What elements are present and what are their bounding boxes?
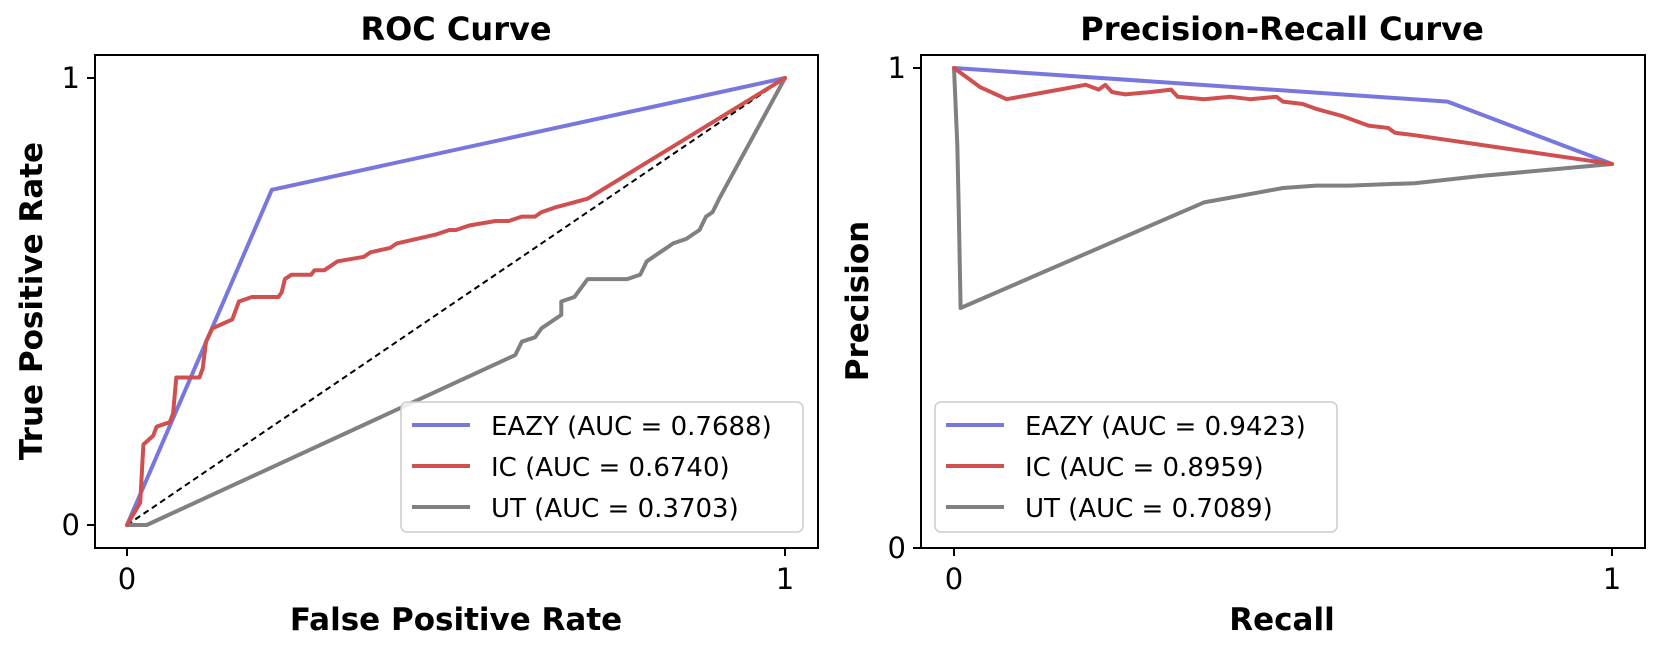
roc-x-tick-0: 0 bbox=[118, 562, 136, 596]
pr-x-tick-1: 1 bbox=[1603, 562, 1621, 596]
pr-y-tick-1: 1 bbox=[888, 51, 906, 85]
roc-plot-area bbox=[125, 76, 787, 527]
roc-x-ticks: 0 1 bbox=[118, 548, 794, 596]
pr-legend-label-eazy: EAZY (AUC = 0.9423) bbox=[1025, 412, 1306, 442]
roc-panel: ROC Curve 0 1 0 1 False Positive Rate Tr… bbox=[14, 10, 819, 638]
pr-x-ticks: 0 1 bbox=[945, 548, 1621, 596]
pr-plot-area bbox=[952, 66, 1614, 310]
roc-y-tick-1: 1 bbox=[62, 61, 80, 95]
pr-axes-frame bbox=[920, 54, 1646, 549]
pr-series-ic bbox=[952, 66, 1614, 166]
roc-series-ic bbox=[125, 76, 787, 527]
pr-series-ut bbox=[952, 66, 1614, 310]
roc-x-tick-1: 1 bbox=[776, 562, 794, 596]
pr-y-ticks: 0 1 bbox=[888, 51, 921, 565]
roc-axes-frame bbox=[94, 54, 819, 549]
roc-legend: EAZY (AUC = 0.7688) IC (AUC = 0.6740) UT… bbox=[400, 401, 804, 533]
pr-x-tick-0: 0 bbox=[945, 562, 963, 596]
roc-series-ut bbox=[125, 76, 787, 527]
roc-title: ROC Curve bbox=[360, 10, 551, 48]
roc-y-tick-0: 0 bbox=[62, 508, 80, 542]
pr-legend: EAZY (AUC = 0.9423) IC (AUC = 0.8959) UT… bbox=[934, 401, 1338, 533]
roc-series-eazy bbox=[125, 76, 787, 527]
roc-y-ticks: 0 1 bbox=[62, 61, 95, 542]
roc-legend-label-eazy: EAZY (AUC = 0.7688) bbox=[491, 412, 772, 442]
roc-legend-box bbox=[400, 401, 804, 533]
pr-series-eazy bbox=[952, 66, 1614, 166]
pr-panel: Precision-Recall Curve 0 1 0 1 Recall Pr… bbox=[840, 10, 1646, 638]
pr-title: Precision-Recall Curve bbox=[1080, 10, 1484, 48]
pr-legend-box bbox=[934, 401, 1338, 533]
pr-y-label: Precision bbox=[840, 221, 876, 381]
roc-y-label: True Positive Rate bbox=[14, 142, 50, 460]
pr-y-tick-0: 0 bbox=[888, 531, 906, 565]
roc-legend-label-ic: IC (AUC = 0.6740) bbox=[491, 453, 730, 483]
roc-x-label: False Positive Rate bbox=[290, 602, 622, 638]
pr-legend-label-ut: UT (AUC = 0.7089) bbox=[1025, 494, 1273, 524]
roc-chance-line bbox=[126, 77, 786, 526]
roc-legend-label-ut: UT (AUC = 0.3703) bbox=[491, 494, 739, 524]
pr-x-label: Recall bbox=[1229, 602, 1334, 638]
pr-legend-label-ic: IC (AUC = 0.8959) bbox=[1025, 453, 1264, 483]
